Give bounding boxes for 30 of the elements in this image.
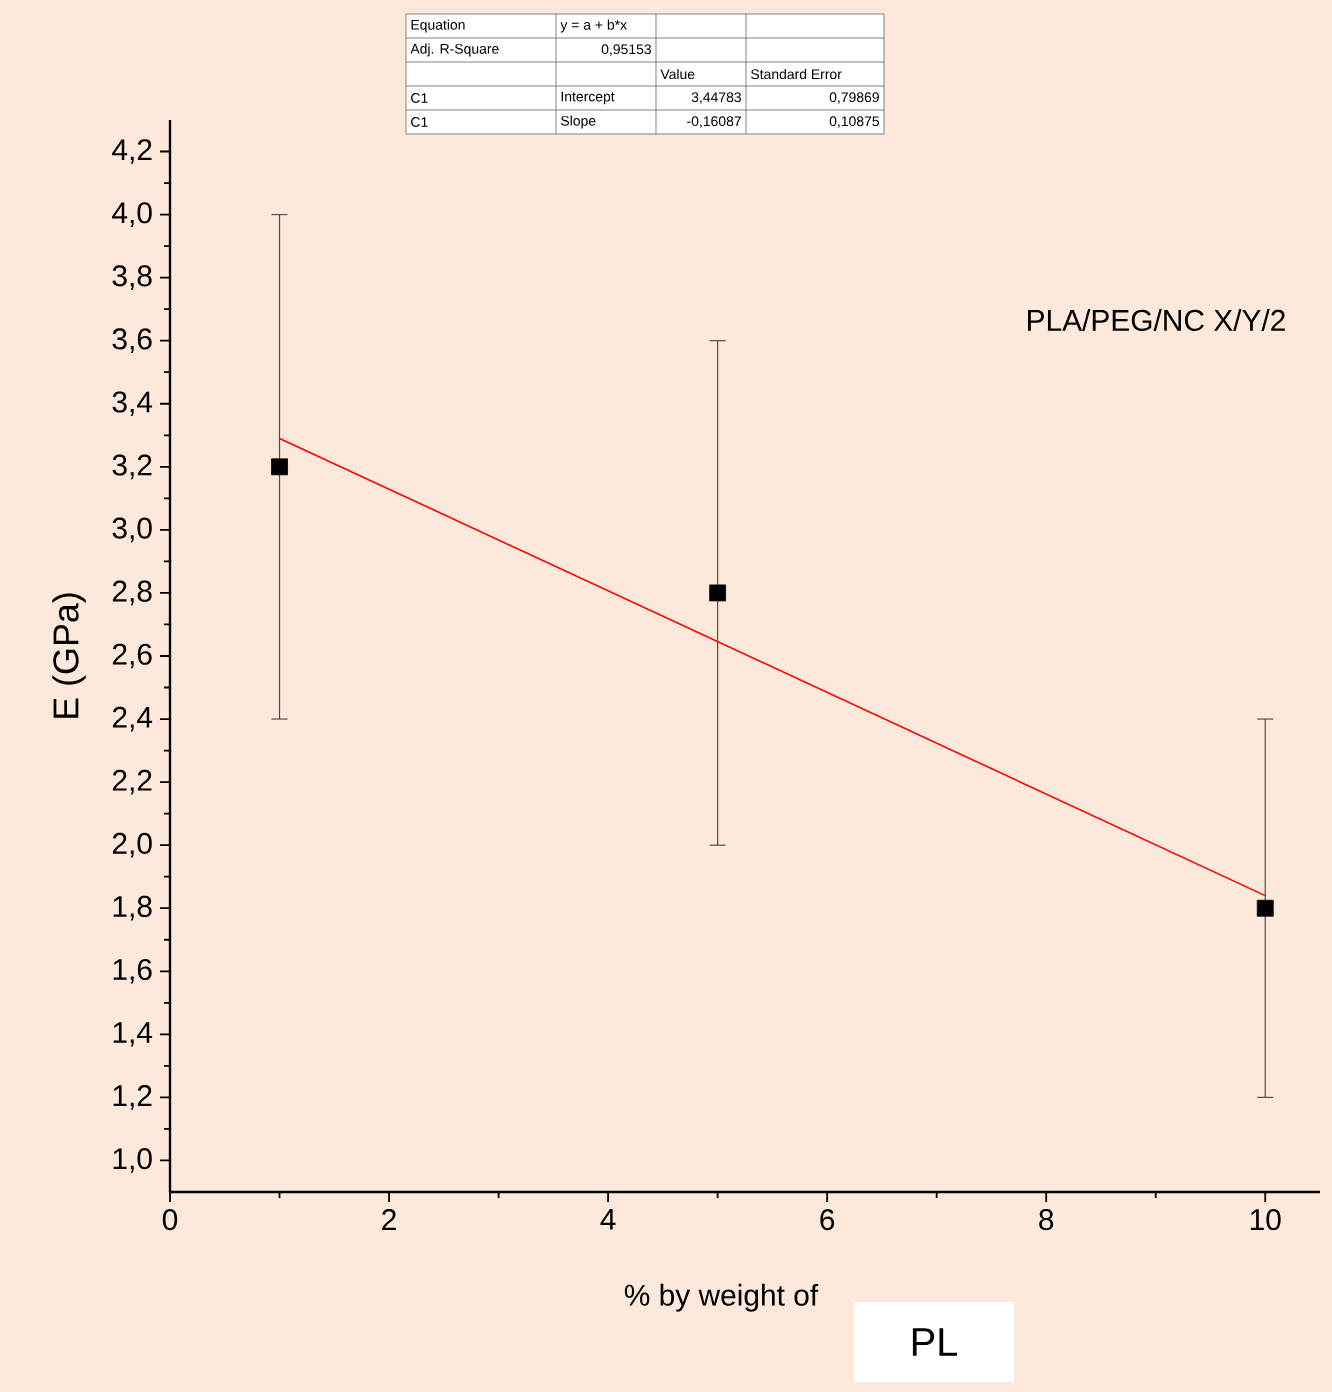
x-tick-label: 6 bbox=[820, 1209, 835, 1231]
y-tick-label: 2,0 bbox=[112, 832, 152, 858]
y-tick-label: 3,4 bbox=[112, 391, 153, 417]
y-tick-label: 2,4 bbox=[112, 706, 153, 732]
y-axis-title: E (GPa) bbox=[52, 593, 86, 718]
y-tick-label: 3,6 bbox=[112, 328, 152, 354]
text: PL bbox=[912, 1328, 958, 1356]
y-tick-label: 3,2 bbox=[112, 454, 152, 480]
y-tick-label: 1,8 bbox=[113, 895, 152, 921]
annotation: PLA/PEG/NC X/Y/2 bbox=[1028, 309, 1285, 331]
x-tick-label: 0 bbox=[162, 1209, 178, 1231]
x-tick-label: 8 bbox=[1039, 1209, 1054, 1231]
y-tick-label: 1,2 bbox=[113, 1085, 152, 1110]
y-tick-label: 4,0 bbox=[112, 202, 152, 227]
y-tick-label: 2,2 bbox=[112, 769, 152, 795]
x-axis-title: % by weight of bbox=[624, 1283, 819, 1312]
y-tick-label: 1,4 bbox=[113, 1022, 153, 1047]
point bbox=[709, 584, 727, 602]
point bbox=[271, 458, 288, 476]
y-tick-label: 2,6 bbox=[112, 643, 152, 669]
y-tick-label: 3,0 bbox=[112, 517, 152, 543]
x-tick-label: 2 bbox=[382, 1209, 396, 1230]
x-tick-label: 4 bbox=[600, 1209, 616, 1230]
y-tick-label: 3,8 bbox=[112, 265, 152, 290]
point bbox=[1256, 899, 1274, 917]
y-tick-label: 4,2 bbox=[112, 139, 152, 164]
x-tick-label: 10 bbox=[1250, 1209, 1281, 1231]
y-tick-label: 1,0 bbox=[113, 1148, 152, 1173]
y-tick-label: 2,8 bbox=[112, 580, 152, 606]
y-tick-label: 1,6 bbox=[113, 958, 152, 984]
